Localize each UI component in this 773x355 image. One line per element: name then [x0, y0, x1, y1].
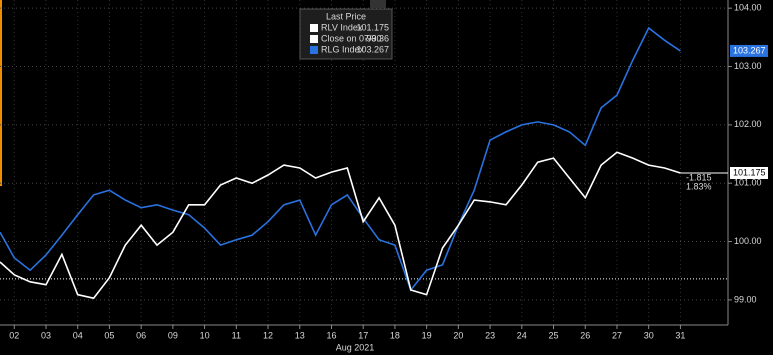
- y-tick-label: 104.00: [734, 3, 762, 13]
- change-label: 1.83%: [686, 181, 712, 191]
- y-tick-label: 101.00: [734, 178, 762, 188]
- x-tick-label: 31: [675, 330, 685, 340]
- x-tick-label: 17: [358, 330, 368, 340]
- legend-swatch: [310, 24, 318, 32]
- x-tick-label: 11: [232, 330, 241, 340]
- x-tick-label: 13: [295, 330, 305, 340]
- x-tick-label: 06: [136, 330, 146, 340]
- x-tick-label: 19: [422, 330, 432, 340]
- y-tick-label: 99.00: [734, 294, 757, 304]
- x-tick-label: 02: [9, 330, 19, 340]
- x-tick-label: 27: [612, 330, 622, 340]
- legend-toggle[interactable]: [370, 0, 386, 8]
- legend-label: RLG Index: [321, 44, 365, 54]
- x-tick-label: 04: [73, 330, 83, 340]
- x-tick-label: 10: [200, 330, 210, 340]
- grid: [0, 0, 728, 325]
- x-tick-label: 18: [390, 330, 400, 340]
- legend-title: Last Price: [326, 11, 366, 21]
- legend-swatch: [310, 35, 318, 43]
- series-line: [0, 26, 681, 292]
- x-tick-label: 20: [453, 330, 463, 340]
- x-tick-label: 30: [644, 330, 654, 340]
- x-tick-label: 03: [41, 330, 51, 340]
- x-tick-label: 25: [549, 330, 559, 340]
- legend-label: Close on 07/30: [321, 33, 382, 43]
- y-tick-label: 100.00: [734, 236, 762, 246]
- x-tick-label: 24: [517, 330, 527, 340]
- legend-value: 99.36: [366, 33, 389, 43]
- x-tick-label: 16: [326, 330, 336, 340]
- x-tick-label: 12: [263, 330, 273, 340]
- x-tick-label: 09: [168, 330, 178, 340]
- plot: [0, 26, 728, 300]
- change-label: -1.815: [686, 172, 712, 182]
- last-value-label: 101.175: [733, 167, 766, 177]
- last-value-box: [730, 167, 768, 180]
- last-value-box: [730, 44, 768, 57]
- x-axis-label: Aug 2021: [336, 342, 375, 352]
- x-tick-label: 26: [580, 330, 590, 340]
- legend-swatch: [310, 46, 318, 54]
- series-line: [0, 151, 681, 300]
- legend-value: 103.267: [356, 44, 389, 54]
- last-value-label: 103.267: [733, 45, 766, 55]
- y-tick-label: 102.00: [734, 119, 762, 129]
- y-tick-label: 103.00: [734, 61, 762, 71]
- legend-value: 101.175: [356, 22, 389, 32]
- x-tick-label: 23: [485, 330, 495, 340]
- x-tick-label: 05: [104, 330, 114, 340]
- legend-label: RLV Index: [321, 22, 363, 32]
